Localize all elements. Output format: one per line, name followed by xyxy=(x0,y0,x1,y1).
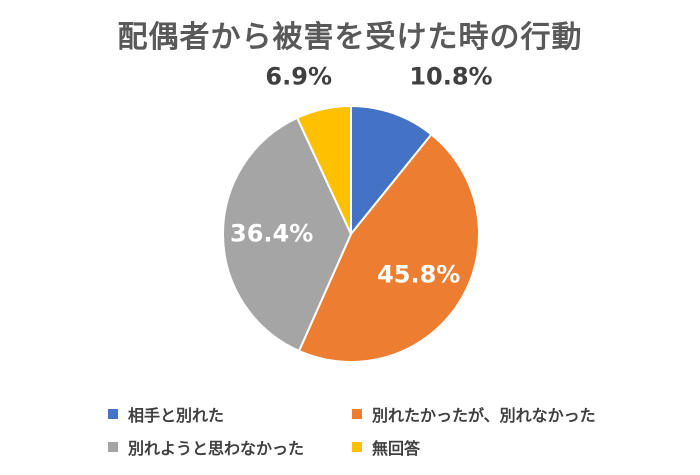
data-label: 6.9% xyxy=(265,63,332,91)
pie-slice xyxy=(350,104,433,237)
data-label: 10.8% xyxy=(409,63,492,91)
data-label: 45.8% xyxy=(377,260,460,288)
chart-title: 配偶者から被害を受けた時の行動 xyxy=(117,20,583,55)
pie-slice xyxy=(222,116,353,353)
pie-slice xyxy=(295,104,352,235)
pie-slice xyxy=(297,133,480,363)
data-label: 36.4% xyxy=(230,220,313,248)
